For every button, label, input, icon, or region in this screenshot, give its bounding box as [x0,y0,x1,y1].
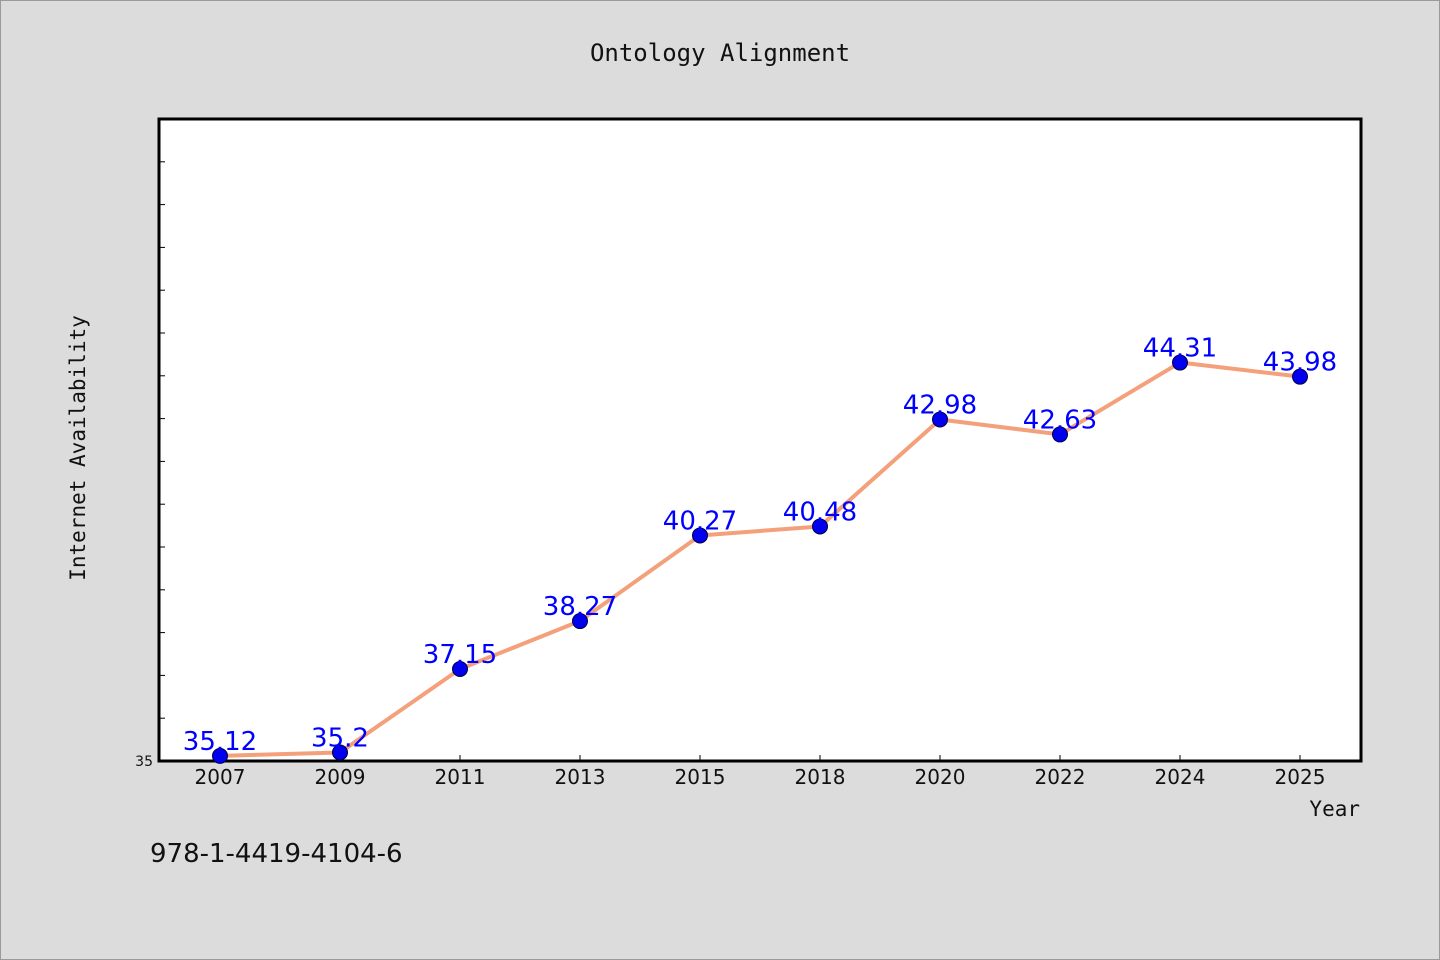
data-point [1292,368,1308,385]
data-label: 40.27 [663,506,737,536]
data-label: 44.31 [1143,334,1217,364]
data-point [452,660,468,677]
isbn-label: 978-1-4419-4104-6 [150,839,403,869]
data-point [212,747,228,764]
chart-title: Ontology Alignment [590,39,850,67]
x-tick-label: 2024 [1155,765,1206,789]
series-line [219,360,1301,758]
data-label: 37.15 [423,640,497,670]
x-tick-label: 2013 [555,765,606,789]
data-point [1172,354,1188,371]
x-tick-label: 2022 [1035,765,1086,789]
data-point [572,613,588,630]
plot-area [157,117,1363,763]
x-tick-label: 2015 [675,765,726,789]
x-tick-label: 2020 [915,765,966,789]
x-tick-label: 2018 [795,765,846,789]
data-labels: 35.12 35.2 37.15 38.27 40.27 40.48 42.98 42.63 4… [183,334,1337,757]
x-axis-ticks: 2007 2009 2011 2013 2015 2018 2020 2022 2024 2025 [195,755,1326,789]
y-axis-ticks: 35 [135,161,165,770]
data-point [1052,426,1068,443]
data-point [332,744,348,761]
data-label: 43.98 [1263,348,1337,378]
data-point [812,518,828,535]
x-tick-label: 2007 [195,765,246,789]
data-label: 40.48 [783,497,857,527]
data-label: 42.98 [903,390,977,420]
y-axis-label: Internet Availability [66,315,90,581]
data-point [932,411,948,428]
y-tick-label: 35 [135,754,153,770]
data-label: 35.12 [183,727,257,757]
data-label: 38.27 [543,592,617,622]
x-tick-label: 2025 [1275,765,1326,789]
x-tick-label: 2009 [315,765,366,789]
x-tick-label: 2011 [435,765,486,789]
x-axis-label: Year [1309,797,1360,821]
data-label: 42.63 [1023,405,1097,435]
series-markers [212,354,1308,764]
data-label: 35.2 [311,723,369,753]
data-point [692,527,708,544]
